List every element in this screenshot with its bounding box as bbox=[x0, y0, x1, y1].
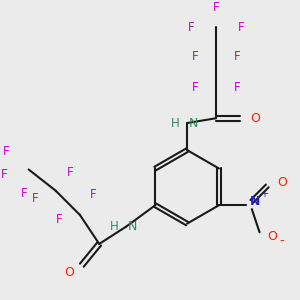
Text: F: F bbox=[1, 168, 7, 181]
Text: H: H bbox=[171, 117, 179, 130]
Text: -: - bbox=[279, 235, 284, 249]
Text: F: F bbox=[233, 50, 240, 63]
Text: F: F bbox=[188, 21, 195, 34]
Text: +: + bbox=[260, 189, 268, 199]
Text: F: F bbox=[32, 192, 38, 205]
Text: F: F bbox=[192, 81, 199, 94]
Text: O: O bbox=[277, 176, 287, 188]
Text: F: F bbox=[90, 188, 96, 201]
Text: F: F bbox=[192, 50, 199, 63]
Text: O: O bbox=[267, 230, 277, 243]
Text: F: F bbox=[20, 187, 27, 200]
Text: F: F bbox=[3, 145, 9, 158]
Text: F: F bbox=[56, 213, 62, 226]
Text: N: N bbox=[189, 117, 198, 130]
Text: O: O bbox=[250, 112, 260, 125]
Text: F: F bbox=[67, 166, 74, 179]
Text: N: N bbox=[128, 220, 138, 233]
Text: F: F bbox=[213, 1, 220, 14]
Text: H: H bbox=[110, 220, 118, 233]
Text: O: O bbox=[64, 266, 74, 279]
Text: F: F bbox=[237, 21, 244, 34]
Text: N: N bbox=[250, 195, 260, 208]
Text: F: F bbox=[233, 81, 240, 94]
